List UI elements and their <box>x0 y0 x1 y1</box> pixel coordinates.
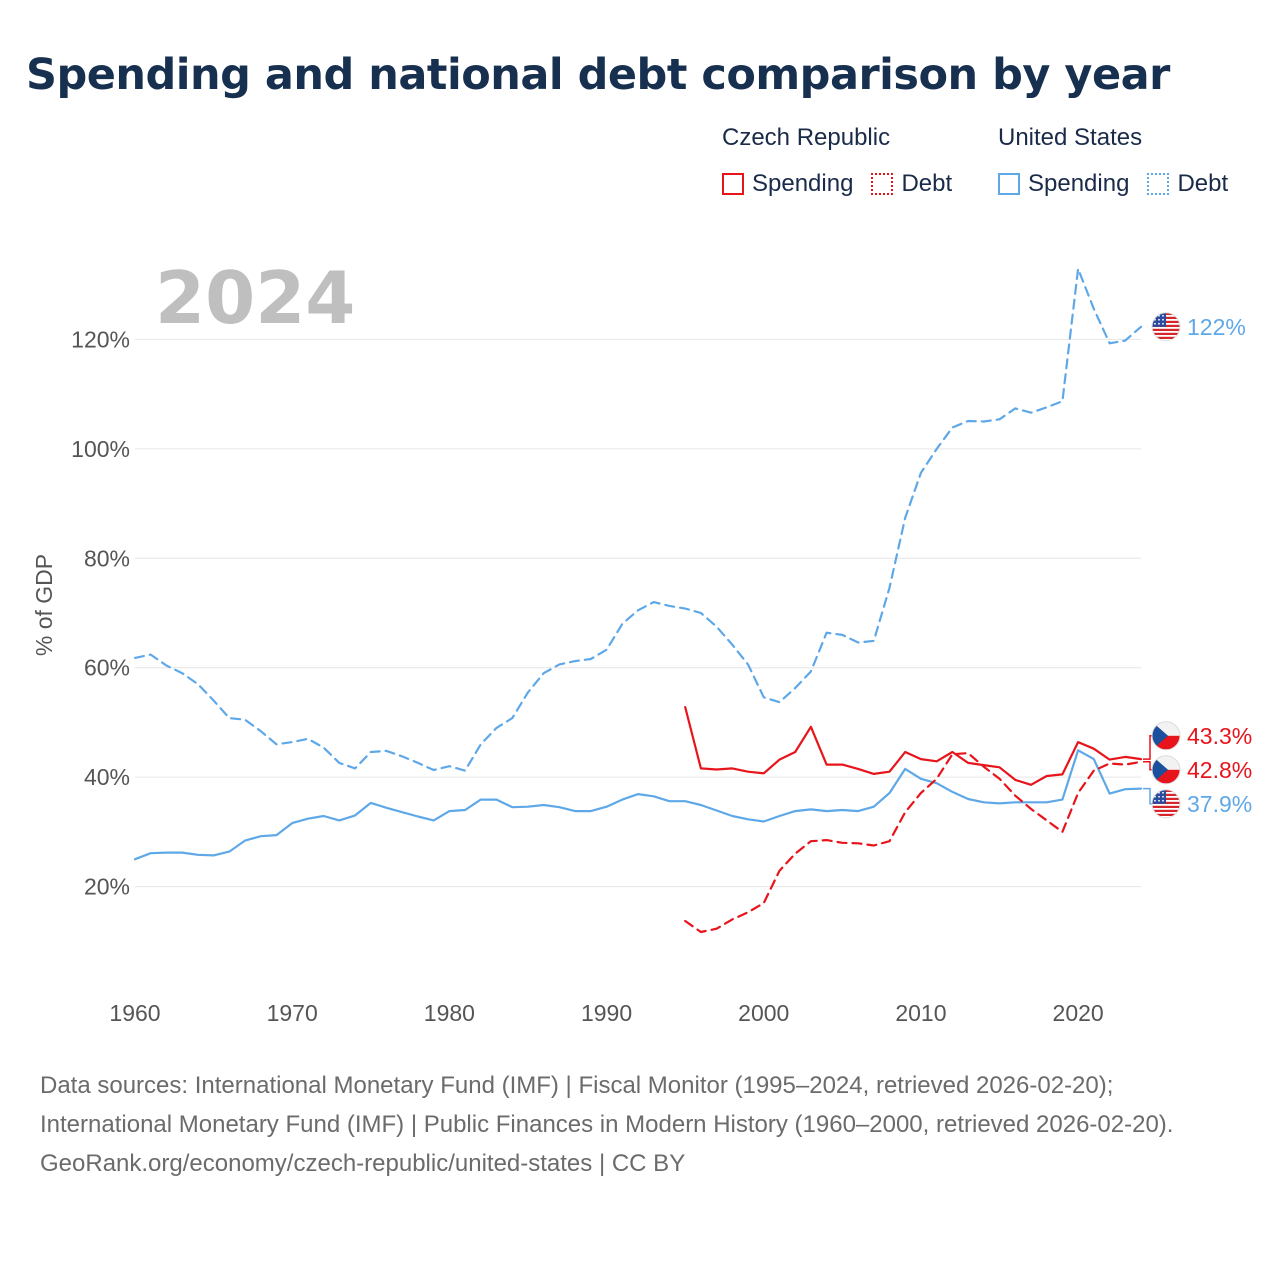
legend-swatch-solid <box>722 173 744 195</box>
x-tick-label: 1970 <box>267 1000 318 1026</box>
x-tick-label: 1980 <box>424 1000 475 1026</box>
label-connector <box>1143 735 1152 760</box>
label-connector <box>1143 761 1152 771</box>
legend-label: Spending <box>1028 170 1130 197</box>
series-line-united-states-spending[interactable] <box>133 749 1143 861</box>
end-value-label: 42.8% <box>1187 757 1252 783</box>
legend-czech-republic: Czech Republic Spending Debt <box>722 124 970 198</box>
legend-label: Spending <box>752 170 854 197</box>
legend-united-states: United States Spending Debt <box>998 124 1246 198</box>
legend-group-title: Czech Republic <box>722 124 891 151</box>
x-tick-label: 2010 <box>895 1000 946 1026</box>
y-tick-label: 100% <box>71 436 130 462</box>
chart-title: Spending and national debt comparison by… <box>26 50 1170 100</box>
legend-group-title: United States <box>998 124 1143 151</box>
label-connector <box>1143 787 1152 805</box>
y-tick-label: 40% <box>84 764 130 790</box>
legend-item-cz-debt[interactable]: Debt <box>871 170 952 198</box>
us-flag-icon <box>1151 789 1181 819</box>
x-tick-label: 1990 <box>581 1000 632 1026</box>
y-tick-label: 20% <box>84 874 130 900</box>
attribution-link[interactable]: GeoRank.org/economy/czech-republic/unite… <box>40 1150 686 1177</box>
data-sources: Data sources: International Monetary Fun… <box>40 1072 1174 1138</box>
end-value-label: 43.3% <box>1187 723 1252 749</box>
y-axis-title: % of GDP <box>31 554 57 656</box>
legend-swatch-solid <box>998 173 1020 195</box>
legend-item-us-debt[interactable]: Debt <box>1147 170 1228 198</box>
y-tick-label: 120% <box>71 326 130 352</box>
year-label: 2024 <box>155 256 355 340</box>
legend-item-us-spending[interactable]: Spending <box>998 170 1129 198</box>
line-chart: 2024 % of GDP 20% 40% 60% 80% 100% 120% 1960 19… <box>31 256 1252 1026</box>
series-line-united-states-debt[interactable] <box>133 267 1143 772</box>
end-value-label: 122% <box>1187 314 1246 340</box>
y-tick-label: 80% <box>84 545 130 571</box>
legend-swatch-dotted <box>871 173 894 195</box>
legend-label: Debt <box>1177 170 1229 197</box>
series-line-czech-republic-debt[interactable] <box>684 752 1143 934</box>
x-tick-label: 2020 <box>1053 1000 1104 1026</box>
legend-item-cz-spending[interactable]: Spending <box>722 170 853 198</box>
series-line-czech-republic-spending[interactable] <box>684 706 1143 786</box>
footer: Data sources: International Monetary Fun… <box>40 1066 1240 1183</box>
us-flag-icon <box>1151 312 1181 342</box>
czech-flag-icon <box>1151 755 1181 785</box>
czech-flag-icon <box>1151 721 1181 751</box>
y-tick-label: 60% <box>84 655 130 681</box>
x-tick-label: 2000 <box>738 1000 789 1026</box>
legend-swatch-dotted <box>1147 173 1170 195</box>
end-value-label: 37.9% <box>1187 791 1252 817</box>
x-tick-label: 1960 <box>109 1000 160 1026</box>
legend-label: Debt <box>901 170 953 197</box>
